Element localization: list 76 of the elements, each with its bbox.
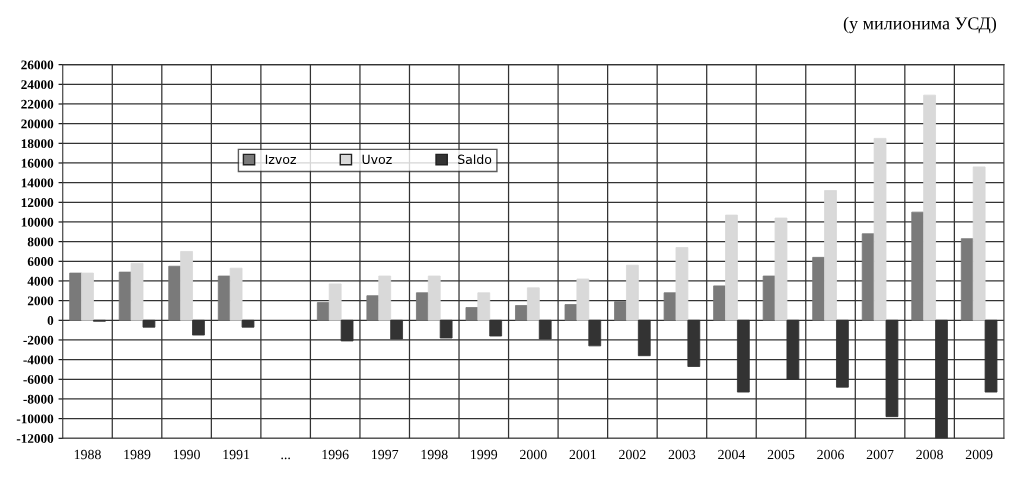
bar (663, 292, 677, 321)
y-tick-label: 20000 (21, 119, 54, 129)
x-tick-label: 2002 (619, 449, 646, 460)
bar (477, 292, 491, 321)
x-tick-label: 1991 (223, 449, 250, 460)
x-tick-label: 2007 (866, 449, 894, 460)
x-tick-label: 2004 (718, 449, 746, 460)
bar (465, 307, 479, 321)
bar (130, 262, 144, 321)
y-tick-label: 8000 (27, 237, 54, 247)
y-tick-label: -2000 (23, 335, 54, 345)
y-tick-label: -4000 (23, 355, 54, 365)
bar (416, 292, 429, 321)
x-tick-label: 1996 (322, 449, 349, 460)
bar (626, 264, 639, 321)
y-tick-label: 6000 (27, 257, 54, 267)
x-tick-label: 1988 (74, 449, 101, 460)
bar (69, 272, 82, 321)
bar (427, 275, 441, 321)
bar (328, 283, 342, 321)
y-tick-label: -10000 (16, 414, 54, 424)
x-tick-label: 1989 (124, 449, 151, 460)
bar (217, 275, 231, 321)
y-tick-label: 22000 (21, 99, 54, 109)
legend-label: Uvoz (362, 154, 392, 165)
y-tick-label: -8000 (23, 394, 54, 404)
x-tick-label: 2006 (817, 449, 845, 460)
bar (378, 275, 392, 321)
x-tick-label: 2001 (569, 449, 596, 460)
y-tick-label: 24000 (21, 80, 54, 90)
legend-label: Saldo (458, 154, 492, 165)
y-tick-label: 16000 (21, 158, 54, 168)
bar (564, 304, 578, 321)
x-tick-label: 1999 (471, 449, 498, 460)
bar (911, 211, 925, 321)
text: (у милионима УСД) (843, 16, 997, 34)
bar (515, 305, 528, 321)
y-tick-label: 12000 (21, 198, 54, 208)
bar (873, 137, 887, 321)
bar (180, 251, 193, 321)
x-tick-label: 2003 (668, 449, 696, 460)
y-tick-label: 2000 (27, 296, 54, 306)
bar (366, 295, 380, 321)
y-tick-label: -6000 (23, 375, 54, 384)
x-tick-label: ... (281, 457, 290, 460)
bar (713, 285, 726, 321)
y-tick-label: 10000 (21, 217, 54, 227)
y-tick-label: 0 (47, 316, 54, 326)
bar (923, 94, 936, 321)
y-tick-label: 14000 (21, 178, 54, 188)
x-tick-label: 1998 (421, 449, 448, 460)
bar (774, 217, 788, 321)
bar (316, 302, 330, 321)
bar (526, 287, 540, 321)
bar (725, 214, 738, 321)
y-tick-label: 18000 (21, 139, 54, 149)
x-tick-label: 2009 (965, 449, 993, 460)
y-tick-label: 26000 (21, 60, 54, 70)
x-tick-label: 1997 (372, 449, 399, 460)
x-tick-label: 2000 (520, 449, 547, 460)
bar (824, 190, 837, 321)
bar (576, 278, 590, 321)
bar (812, 256, 826, 321)
bar (675, 247, 689, 321)
bar (81, 272, 94, 321)
bar (229, 267, 243, 321)
bar (168, 265, 182, 321)
bar (972, 166, 986, 321)
bar (960, 238, 974, 321)
x-tick-label: 2008 (916, 449, 943, 460)
y-tick-label: 4000 (27, 276, 54, 286)
x-tick-label: 1990 (173, 449, 200, 460)
x-tick-label: 2005 (767, 449, 795, 460)
legend-label: Izvoz (265, 154, 296, 165)
y-tick-label: -12000 (16, 434, 54, 443)
bar (614, 301, 627, 321)
